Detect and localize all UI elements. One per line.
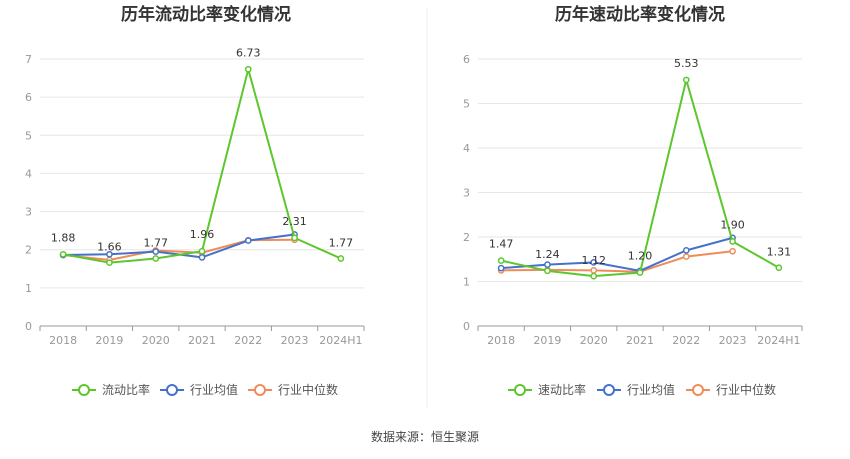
data-point [198, 247, 206, 255]
y-tick-label: 5 [463, 98, 470, 111]
y-tick-label: 5 [25, 129, 32, 142]
data-point [729, 238, 736, 245]
y-tick-label: 0 [463, 320, 470, 333]
data-label: 1.88 [51, 231, 76, 244]
data-point [544, 261, 551, 268]
data-point [636, 269, 644, 276]
data-point [590, 267, 598, 274]
data-point [682, 247, 690, 254]
legend-swatch-marker [514, 384, 526, 396]
data-point [544, 267, 551, 275]
data-point [337, 255, 345, 262]
y-tick-label: 1 [463, 276, 470, 289]
x-tick-label: 2021 [188, 334, 216, 347]
data-label: 1.24 [535, 248, 560, 261]
y-tick-label: 7 [25, 53, 32, 66]
data-point [59, 250, 67, 258]
data-point [497, 257, 505, 264]
y-tick-label: 2 [463, 231, 470, 244]
legend-swatch-marker [78, 384, 90, 396]
y-tick-label: 1 [25, 282, 32, 295]
legend-label: 行业均值 [190, 382, 238, 397]
y-tick-label: 3 [25, 206, 32, 219]
x-tick-label: 2023 [281, 334, 309, 347]
x-tick-label: 2020 [142, 334, 170, 347]
y-tick-label: 3 [463, 187, 470, 200]
y-tick-label: 6 [25, 91, 32, 104]
data-point [682, 76, 690, 84]
legend-swatch-marker [166, 384, 178, 396]
x-tick-label: 2019 [95, 334, 123, 347]
x-tick-label: 2018 [487, 334, 515, 347]
x-tick-label: 2024H1 [757, 334, 800, 347]
data-point [729, 247, 736, 255]
data-point [497, 264, 505, 272]
legend-label: 行业均值 [627, 382, 675, 397]
data-label: 1.77 [329, 236, 354, 249]
data-point [152, 255, 160, 262]
legend-label: 速动比率 [538, 382, 586, 397]
chart-title: 历年流动比率变化情况 [121, 4, 291, 25]
x-tick-label: 2018 [49, 334, 77, 347]
data-point [106, 259, 113, 267]
x-tick-label: 2024H1 [319, 334, 362, 347]
data-label: 1.20 [628, 250, 653, 263]
data-point [198, 253, 206, 261]
data-label: 1.31 [767, 246, 792, 259]
data-label: 2.31 [282, 215, 307, 228]
quick-ratio-chart: 历年速动比率变化情况 0 1 2 3 4 5 6 2018 2019 2020 2021 2022 202… [463, 4, 803, 397]
legend-label: 行业中位数 [716, 382, 776, 397]
data-label: 1.77 [143, 236, 168, 249]
data-source-note: 数据来源：恒生聚源 [370, 430, 479, 444]
data-label: 1.47 [489, 238, 514, 251]
x-tick-label: 2019 [533, 334, 561, 347]
x-tick-label: 2022 [234, 334, 262, 347]
data-point [291, 234, 298, 242]
data-label: 6.73 [236, 46, 261, 59]
y-tick-label: 2 [25, 244, 32, 257]
data-point [244, 65, 252, 73]
series-line [500, 78, 780, 278]
data-point [590, 272, 598, 280]
x-tick-label: 2022 [672, 334, 700, 347]
data-label: 1.12 [581, 254, 606, 267]
data-point [590, 259, 598, 266]
x-tick-label: 2023 [719, 334, 747, 347]
x-tick-label: 2021 [626, 334, 654, 347]
data-label: 1.96 [190, 228, 215, 241]
data-point [775, 264, 783, 272]
y-tick-label: 6 [463, 53, 470, 66]
legend-swatch-marker [603, 384, 615, 396]
data-label: 1.66 [97, 241, 122, 254]
legend-swatch-marker [692, 384, 704, 396]
legend-label: 流动比率 [102, 382, 150, 397]
data-point [682, 253, 690, 260]
y-tick-label: 0 [25, 320, 32, 333]
data-point [106, 250, 113, 258]
chart-title: 历年速动比率变化情况 [555, 4, 725, 25]
legend-label: 行业中位数 [278, 382, 338, 397]
legend-swatch-marker [254, 384, 266, 396]
y-tick-label: 4 [25, 167, 32, 180]
data-label: 5.53 [674, 57, 699, 70]
data-point [152, 248, 160, 255]
x-tick-label: 2020 [580, 334, 608, 347]
current-ratio-chart: 历年流动比率变化情况 0 1 2 3 4 5 6 7 2018 2019 2020 2021 2022 20… [25, 4, 365, 397]
y-tick-label: 4 [463, 142, 470, 155]
data-label: 1.90 [720, 218, 745, 231]
data-point [244, 237, 252, 244]
series-line [501, 236, 733, 272]
